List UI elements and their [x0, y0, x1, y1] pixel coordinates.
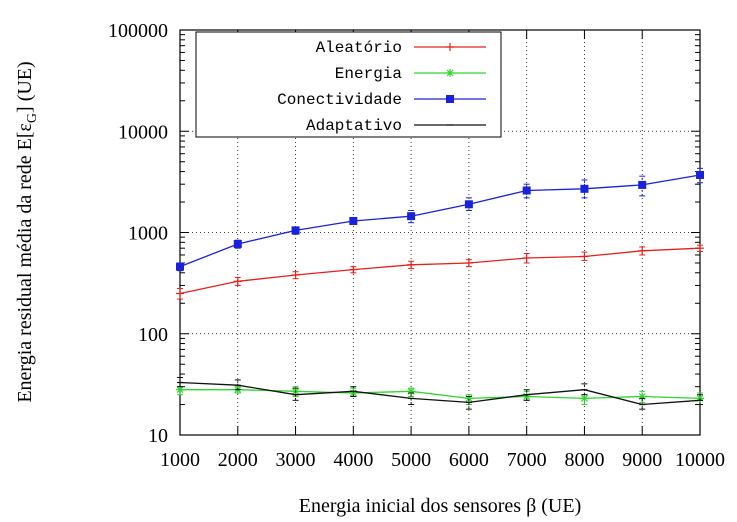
data-point: [407, 387, 415, 395]
x-tick-label: 2000: [218, 449, 258, 471]
data-point: [176, 289, 184, 297]
x-tick-label: 9000: [622, 449, 662, 471]
legend-label: Energia: [335, 65, 403, 83]
y-axis-label-main: Energia residual média da rede E[ε: [14, 123, 36, 403]
y-tick-label: 100000: [108, 20, 168, 42]
legend-label: Adaptativo: [306, 117, 402, 135]
series-group: [176, 168, 704, 409]
data-point: [292, 271, 300, 279]
y-tick-label: 100: [138, 324, 168, 346]
series-aleatório: [176, 244, 704, 299]
y-axis-label: Energia residual média da rede E[εG] (UE…: [14, 61, 40, 402]
data-point: [523, 186, 531, 194]
x-tick-label: 5000: [391, 449, 431, 471]
legend: Aleatório Energia Conectividade Adaptativo: [196, 32, 501, 137]
series-line: [180, 248, 700, 293]
data-point: [523, 254, 531, 262]
legend-label: Aleatório: [316, 39, 402, 57]
legend-label: Conectividade: [277, 91, 402, 109]
x-tick-label: 1000: [160, 449, 200, 471]
x-tick-label: 6000: [449, 449, 489, 471]
series-line: [180, 390, 700, 399]
data-point: [349, 217, 357, 225]
y-axis-label-subscript: G: [25, 113, 40, 123]
y-axis-label-end: ] (UE): [14, 61, 36, 113]
y-tick-label: 10000: [118, 121, 168, 143]
series-conectividade: [176, 168, 704, 270]
data-point: [580, 252, 588, 260]
data-point: [292, 226, 300, 234]
x-axis-label: Energia inicial dos sensores β (UE): [299, 495, 582, 517]
data-point: [234, 277, 242, 285]
x-tick-label: 8000: [564, 449, 604, 471]
data-point: [638, 181, 646, 189]
data-point: [176, 263, 184, 271]
legend-marker: [446, 69, 454, 77]
x-tick-label: 3000: [276, 449, 316, 471]
x-tick-label: 10000: [675, 449, 725, 471]
x-tick-label: 7000: [507, 449, 547, 471]
data-point: [407, 261, 415, 269]
data-point: [465, 259, 473, 267]
data-point: [696, 171, 704, 179]
series-line: [180, 383, 700, 405]
data-point: [580, 185, 588, 193]
data-point: [234, 240, 242, 248]
y-tick-label: 1000: [128, 223, 168, 245]
data-point: [465, 200, 473, 208]
legend-marker: [446, 95, 454, 103]
data-point: [407, 212, 415, 220]
y-tick-label: 10: [148, 425, 168, 447]
x-tick-label: 4000: [333, 449, 373, 471]
data-point: [638, 247, 646, 255]
series-adaptativo: [177, 377, 703, 409]
data-point: [580, 394, 588, 402]
data-point: [465, 394, 473, 402]
